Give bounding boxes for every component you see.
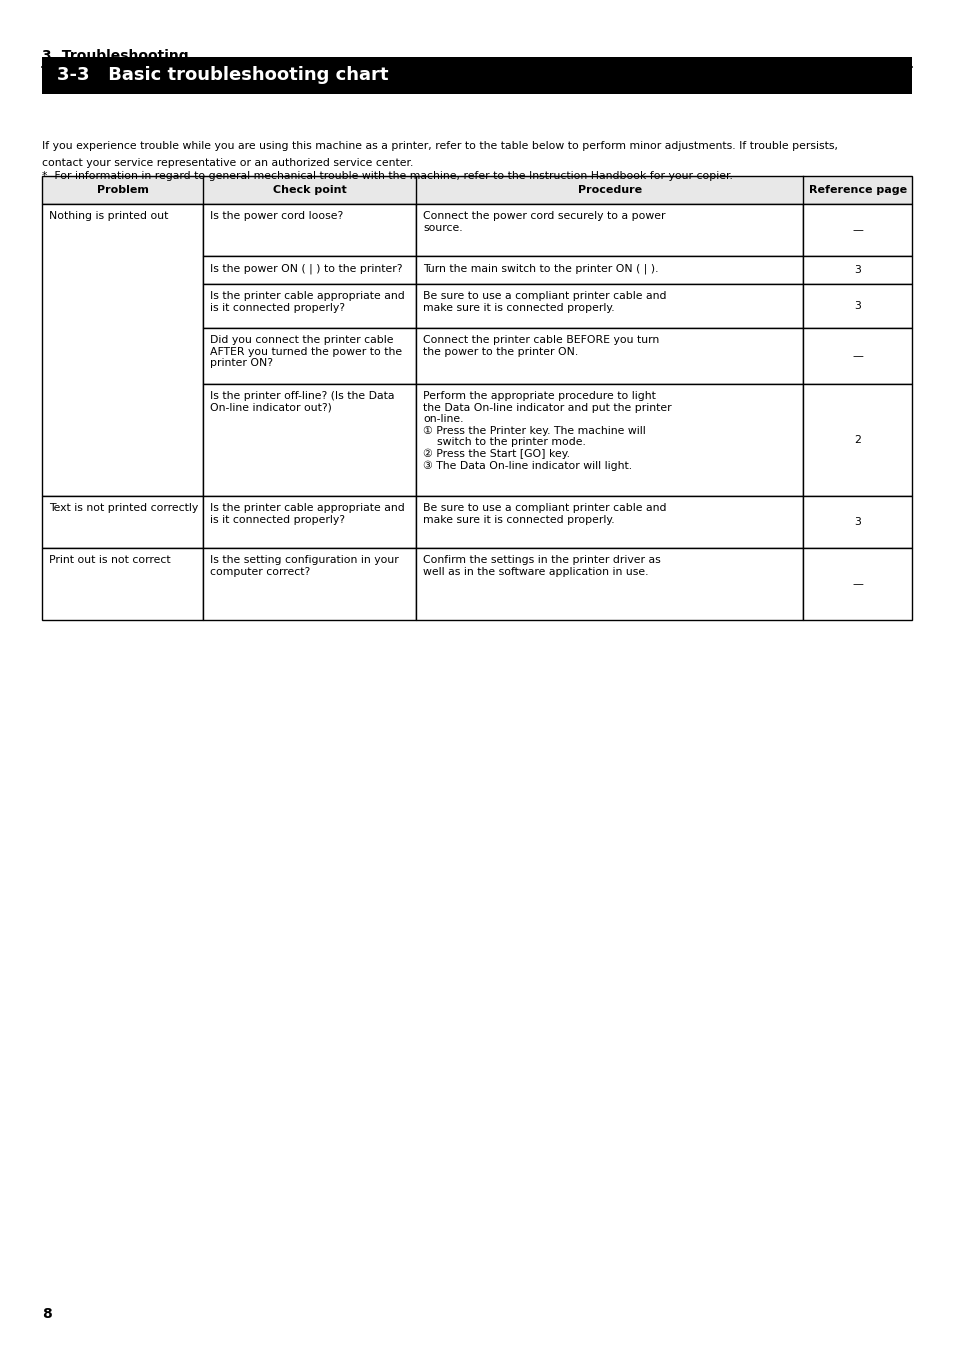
Text: Check point: Check point <box>273 185 346 196</box>
Text: 3: 3 <box>853 301 861 312</box>
Bar <box>416 256 802 285</box>
Text: Is the power ON ( | ) to the printer?: Is the power ON ( | ) to the printer? <box>210 263 402 274</box>
Bar <box>416 384 802 496</box>
Text: 8: 8 <box>42 1307 51 1321</box>
Text: Perform the appropriate procedure to light
the Data On-line indicator and put th: Perform the appropriate procedure to lig… <box>423 391 671 471</box>
Text: Is the printer cable appropriate and
is it connected properly?: Is the printer cable appropriate and is … <box>210 503 404 525</box>
Bar <box>416 204 802 256</box>
Text: 3-3   Basic troubleshooting chart: 3-3 Basic troubleshooting chart <box>57 66 388 85</box>
Bar <box>416 285 802 328</box>
Bar <box>802 384 911 496</box>
Text: Procedure: Procedure <box>577 185 641 196</box>
Bar <box>416 548 802 621</box>
Text: 3. Troubleshooting: 3. Troubleshooting <box>42 49 189 63</box>
Bar <box>42 175 911 204</box>
Bar <box>42 204 203 496</box>
Bar <box>802 548 911 621</box>
Text: 2: 2 <box>853 434 861 445</box>
Bar <box>42 496 203 548</box>
Text: 3: 3 <box>853 264 861 275</box>
Text: Text is not printed correctly: Text is not printed correctly <box>49 503 198 513</box>
Text: *  For information in regard to general mechanical trouble with the machine, ref: * For information in regard to general m… <box>42 171 732 181</box>
Text: Confirm the settings in the printer driver as
well as in the software applicatio: Confirm the settings in the printer driv… <box>423 554 660 576</box>
Text: Be sure to use a compliant printer cable and
make sure it is connected properly.: Be sure to use a compliant printer cable… <box>423 503 666 525</box>
Bar <box>203 496 416 548</box>
Text: Is the printer cable appropriate and
is it connected properly?: Is the printer cable appropriate and is … <box>210 291 404 313</box>
Bar <box>802 204 911 256</box>
Text: Turn the main switch to the printer ON ( | ).: Turn the main switch to the printer ON (… <box>423 263 658 274</box>
Text: —: — <box>851 579 862 590</box>
Bar <box>203 328 416 384</box>
Text: 3: 3 <box>853 517 861 527</box>
Bar <box>416 328 802 384</box>
Bar <box>802 328 911 384</box>
Bar <box>416 496 802 548</box>
Bar <box>203 548 416 621</box>
Bar <box>203 285 416 328</box>
Text: If you experience trouble while you are using this machine as a printer, refer t: If you experience trouble while you are … <box>42 142 837 151</box>
Bar <box>203 384 416 496</box>
Text: Reference page: Reference page <box>808 185 905 196</box>
Bar <box>203 256 416 285</box>
Bar <box>802 496 911 548</box>
Text: Print out is not correct: Print out is not correct <box>49 554 171 565</box>
Text: Connect the printer cable BEFORE you turn
the power to the printer ON.: Connect the printer cable BEFORE you tur… <box>423 335 659 356</box>
Bar <box>42 57 911 94</box>
Bar <box>802 285 911 328</box>
Text: Problem: Problem <box>96 185 149 196</box>
Text: contact your service representative or an authorized service center.: contact your service representative or a… <box>42 158 413 167</box>
Text: Nothing is printed out: Nothing is printed out <box>49 210 168 221</box>
Text: Is the setting configuration in your
computer correct?: Is the setting configuration in your com… <box>210 554 398 576</box>
Bar <box>203 204 416 256</box>
Text: Is the power cord loose?: Is the power cord loose? <box>210 210 343 221</box>
Bar <box>42 548 203 621</box>
Text: Be sure to use a compliant printer cable and
make sure it is connected properly.: Be sure to use a compliant printer cable… <box>423 291 666 313</box>
Text: —: — <box>851 225 862 235</box>
Text: Is the printer off-line? (Is the Data
On-line indicator out?): Is the printer off-line? (Is the Data On… <box>210 391 394 413</box>
Bar <box>802 256 911 285</box>
Text: Connect the power cord securely to a power
source.: Connect the power cord securely to a pow… <box>423 210 665 232</box>
Text: Did you connect the printer cable
AFTER you turned the power to the
printer ON?: Did you connect the printer cable AFTER … <box>210 335 401 368</box>
Text: —: — <box>851 351 862 362</box>
